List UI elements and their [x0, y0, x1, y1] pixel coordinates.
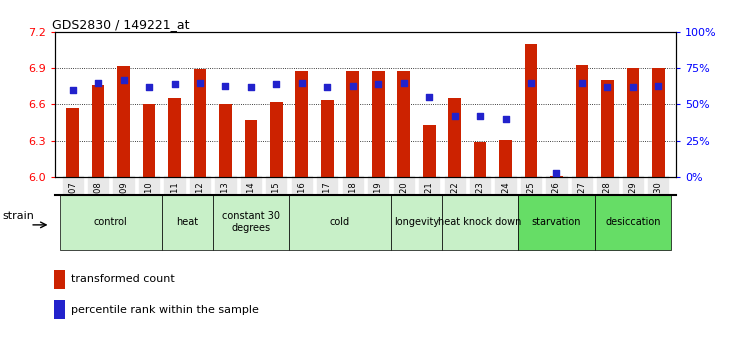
- Point: [474, 113, 486, 119]
- Point: [194, 80, 206, 85]
- Bar: [391, 195, 442, 250]
- Point: [602, 84, 613, 90]
- Point: [270, 81, 282, 87]
- Text: starvation: starvation: [531, 217, 581, 227]
- Bar: [626, 68, 639, 177]
- Bar: [321, 99, 333, 177]
- Point: [169, 81, 181, 87]
- Bar: [60, 195, 162, 250]
- Bar: [398, 70, 410, 177]
- Bar: [67, 108, 79, 177]
- Bar: [213, 195, 289, 250]
- Text: control: control: [94, 217, 128, 227]
- Point: [67, 87, 78, 93]
- Point: [245, 84, 257, 90]
- Text: strain: strain: [3, 211, 34, 221]
- Bar: [652, 68, 664, 177]
- Bar: [575, 64, 588, 177]
- Bar: [295, 70, 308, 177]
- Bar: [219, 104, 232, 177]
- Bar: [499, 139, 512, 177]
- Point: [500, 116, 512, 122]
- Bar: [117, 66, 130, 177]
- Point: [219, 83, 231, 88]
- Text: GDS2830 / 149221_at: GDS2830 / 149221_at: [52, 18, 189, 31]
- Text: desiccation: desiccation: [605, 217, 661, 227]
- Bar: [518, 195, 595, 250]
- Point: [296, 80, 308, 85]
- Text: heat knock down: heat knock down: [439, 217, 522, 227]
- Point: [576, 80, 588, 85]
- Bar: [54, 270, 65, 289]
- Text: longevity: longevity: [394, 217, 439, 227]
- Point: [449, 113, 461, 119]
- Bar: [54, 300, 65, 319]
- Point: [143, 84, 155, 90]
- Bar: [423, 125, 436, 177]
- Point: [525, 80, 537, 85]
- Bar: [168, 98, 181, 177]
- Bar: [372, 70, 385, 177]
- Bar: [162, 195, 213, 250]
- Text: heat: heat: [176, 217, 198, 227]
- Bar: [143, 104, 156, 177]
- Text: constant 30
degrees: constant 30 degrees: [222, 211, 280, 233]
- Bar: [194, 69, 206, 177]
- Bar: [595, 195, 671, 250]
- Bar: [289, 195, 391, 250]
- Bar: [245, 120, 257, 177]
- Bar: [601, 80, 614, 177]
- Bar: [346, 70, 359, 177]
- Bar: [550, 176, 563, 177]
- Text: cold: cold: [330, 217, 350, 227]
- Point: [118, 77, 129, 82]
- Bar: [525, 44, 537, 177]
- Bar: [448, 98, 461, 177]
- Point: [347, 83, 359, 88]
- Point: [653, 83, 664, 88]
- Bar: [442, 195, 518, 250]
- Bar: [92, 85, 105, 177]
- Bar: [270, 102, 283, 177]
- Point: [322, 84, 333, 90]
- Point: [627, 84, 639, 90]
- Point: [423, 94, 435, 100]
- Text: transformed count: transformed count: [71, 274, 175, 284]
- Point: [398, 80, 409, 85]
- Bar: [474, 142, 486, 177]
- Text: percentile rank within the sample: percentile rank within the sample: [71, 305, 259, 315]
- Point: [550, 170, 562, 176]
- Point: [372, 81, 384, 87]
- Point: [92, 80, 104, 85]
